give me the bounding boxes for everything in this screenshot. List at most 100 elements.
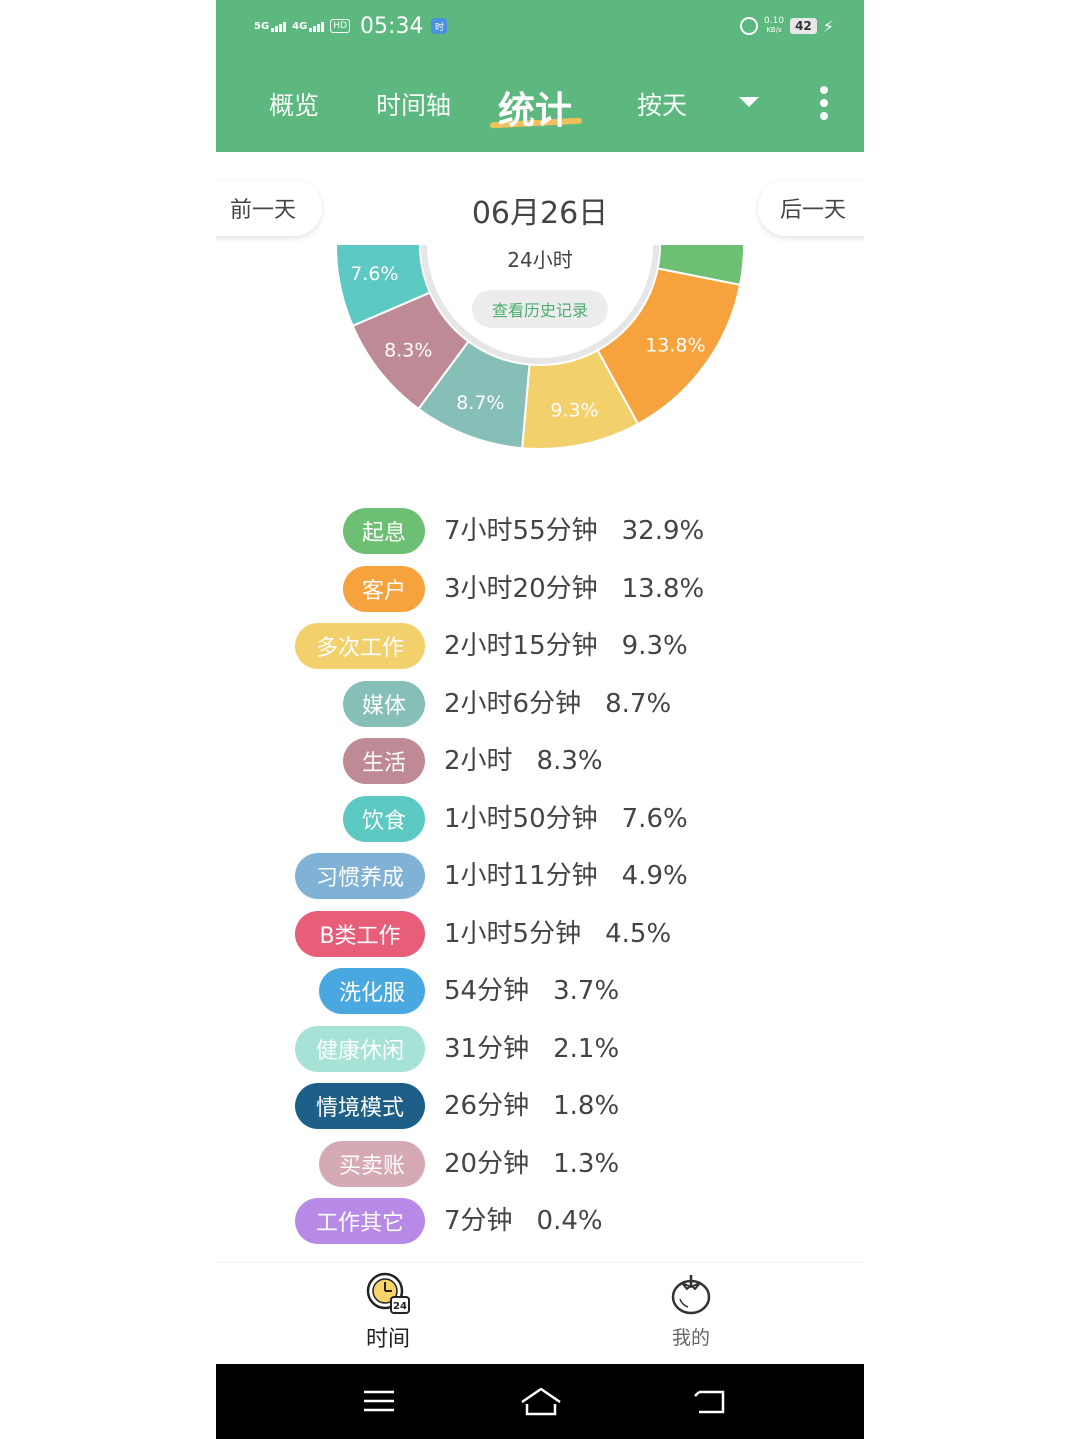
menu-icon[interactable] [359,1384,399,1418]
category-percent: 4.5% [605,918,672,949]
network-speed: 0.10 KB/s [764,16,785,35]
category-row[interactable]: 客户 3小时20分钟 13.8% [216,565,864,612]
category-stats: 7小时55分钟 32.9% [444,508,704,554]
battery-level: 42 [790,18,817,34]
category-tag: 工作其它 [295,1198,425,1244]
category-stats: 1小时50分钟 7.6% [444,796,688,842]
category-stats: 20分钟 1.3% [444,1141,619,1187]
home-icon[interactable] [518,1384,564,1418]
clock-24-icon: 24 [366,1272,410,1314]
donut-chart: 13.8% 9.3% 8.7% 8.3% 7.6% [335,245,745,450]
category-row[interactable]: 生活 2小时 8.3% [216,738,864,784]
category-tag: B类工作 [295,910,425,957]
category-tag: 生活 [343,738,425,784]
category-row[interactable]: 工作其它 7分钟 0.4% [216,1198,864,1244]
slice-label: 7.6% [350,263,398,285]
status-time: 05:34 [360,13,424,39]
chart-total: 24小时 [507,248,573,272]
category-row[interactable]: 买卖账 20分钟 1.3% [216,1140,864,1187]
category-duration: 7小时55分钟 [444,516,598,546]
category-row[interactable]: 情境模式 26分钟 1.8% [216,1083,864,1129]
category-stats: 3小时20分钟 13.8% [444,566,704,612]
category-duration: 2小时15分钟 [444,631,598,661]
category-tag: 饮食 [343,795,425,842]
category-tag: 健康休闲 [295,1025,425,1072]
tab-timeline[interactable]: 时间轴 [376,91,452,120]
period-selector[interactable]: 按天 [637,91,688,120]
category-duration: 31分钟 [444,1033,530,1064]
category-stats: 7分钟 0.4% [444,1198,603,1244]
category-row[interactable]: B类工作 1小时5分钟 4.5% [216,910,864,957]
alarm-icon [740,17,759,35]
category-stats: 54分钟 3.7% [444,968,619,1014]
next-day-button[interactable]: 后一天 [758,180,864,236]
category-percent: 8.7% [605,688,672,719]
category-stats: 1小时11分钟 4.9% [444,853,688,899]
category-row[interactable]: 习惯养成 1小时11分钟 4.9% [216,853,864,899]
system-nav-bar [216,1364,864,1439]
signal-4g-icon: 4G [292,21,325,32]
charging-icon: ⚡ [822,16,834,36]
category-percent: 8.3% [536,746,603,776]
category-stats: 1小时5分钟 4.5% [444,911,671,957]
tab-statistics[interactable]: 统计 [498,89,572,132]
category-stats: 2小时 8.3% [444,738,603,784]
more-menu-icon[interactable] [820,86,828,120]
category-duration: 1小时5分钟 [444,918,582,949]
date-title: 06月26日 [471,196,609,231]
category-percent: 1.3% [553,1148,620,1179]
category-tag: 媒体 [343,680,425,727]
category-percent: 4.9% [621,861,688,891]
dropdown-arrow-icon[interactable] [739,97,759,107]
nav-time[interactable]: 24 时间 [328,1271,448,1353]
category-percent: 3.7% [553,976,620,1006]
status-bar-right: 0.10 KB/s 42 ⚡ [740,12,834,40]
category-tag: 买卖账 [319,1140,425,1187]
app-screen: 5G 4G HD 05:34 时 0.10 KB/s 42 ⚡ 概览 时间轴 统计… [216,0,864,1439]
category-row[interactable]: 媒体 2小时6分钟 8.7% [216,680,864,727]
slice-label: 9.3% [550,399,598,421]
category-tag: 多次工作 [295,623,425,669]
category-row[interactable]: 洗化服 54分钟 3.7% [216,968,864,1014]
tomato-icon [671,1275,711,1315]
bottom-nav: 24 时间 我的 [216,1262,864,1365]
category-stats: 26分钟 1.8% [444,1083,619,1129]
category-row[interactable]: 健康休闲 31分钟 2.1% [216,1025,864,1072]
category-stats: 2小时6分钟 8.7% [444,681,671,727]
nav-mine-label: 我的 [671,1327,710,1349]
slice-label: 8.3% [384,339,432,361]
category-duration: 1小时50分钟 [444,803,598,834]
category-tag: 起息 [343,508,425,554]
category-percent: 13.8% [621,573,705,604]
view-history-button[interactable]: 查看历史记录 [472,290,608,328]
category-stats: 2小时15分钟 9.3% [444,623,688,669]
app-header: 5G 4G HD 05:34 时 0.10 KB/s 42 ⚡ 概览 时间轴 统计… [216,0,864,152]
category-percent: 7.6% [621,803,688,834]
slice-label: 8.7% [456,392,504,414]
chart-slice[interactable] [335,245,432,328]
chart-slice[interactable] [477,245,745,287]
back-icon[interactable] [691,1384,731,1418]
tab-overview[interactable]: 概览 [269,91,320,120]
category-percent: 0.4% [536,1206,603,1236]
category-duration: 7分钟 [444,1206,513,1236]
category-percent: 1.8% [553,1091,620,1121]
category-percent: 9.3% [621,631,688,661]
category-stats: 31分钟 2.1% [444,1026,619,1072]
category-percent: 32.9% [621,516,705,546]
category-duration: 20分钟 [444,1148,530,1179]
slice-label: 13.8% [645,334,705,356]
category-tag: 洗化服 [319,968,425,1014]
hd-icon: HD [330,19,351,33]
category-row[interactable]: 多次工作 2小时15分钟 9.3% [216,623,864,669]
prev-day-button[interactable]: 前一天 [216,180,322,236]
category-duration: 2小时6分钟 [444,688,582,719]
nav-mine[interactable]: 我的 [631,1271,751,1350]
category-percent: 2.1% [553,1033,620,1064]
category-duration: 1小时11分钟 [444,861,598,891]
category-row[interactable]: 起息 7小时55分钟 32.9% [216,508,864,554]
category-duration: 54分钟 [444,976,530,1006]
category-row[interactable]: 饮食 1小时50分钟 7.6% [216,795,864,842]
status-bar-left: 5G 4G HD 05:34 时 [254,12,448,40]
signal-5g-icon: 5G [254,21,287,32]
